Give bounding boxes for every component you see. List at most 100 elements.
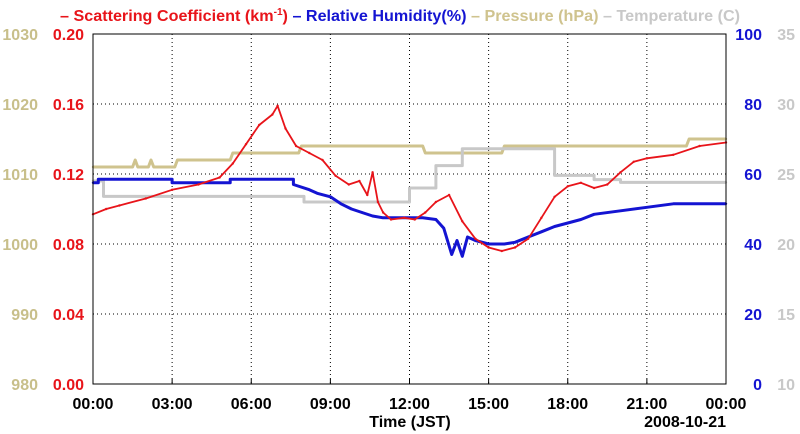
relative-humidity-point — [503, 242, 506, 246]
legend-item: Relative Humidity(%) — [306, 8, 467, 25]
pressure-axis: 980 990 1000 1010 1020 1030 — [2, 27, 38, 394]
relative-humidity-point — [466, 235, 469, 239]
scattering-axis: 0.00 0.04 0.08 0.12 0.16 0.20 — [53, 27, 84, 394]
pressure-point — [173, 165, 176, 169]
scattering-coefficient-point — [358, 179, 361, 183]
relative-humidity-point — [442, 227, 445, 230]
scattering-coefficient-point — [197, 183, 200, 186]
temperature-tick-label: 30 — [777, 97, 795, 114]
relative-humidity-point — [461, 255, 464, 258]
temperature-tick-label: 10 — [777, 377, 795, 394]
legend-item-end: ) — [283, 8, 288, 25]
legend: – Scattering Coefficient (km -1) – Relati… — [60, 7, 740, 25]
scattering-coefficient-point — [284, 127, 287, 130]
scattering-coefficient-point — [527, 237, 530, 240]
relative-humidity-point — [540, 230, 543, 233]
scattering-coefficient-point — [619, 171, 622, 174]
humidity-tick-label: 80 — [744, 97, 762, 114]
relative-humidity-point — [292, 183, 295, 186]
humidity-tick-label: 100 — [735, 27, 762, 44]
relative-humidity-point — [672, 202, 675, 205]
pressure-point — [424, 151, 427, 155]
pressure-point — [685, 144, 688, 148]
relative-humidity-point — [579, 218, 583, 221]
legend-item: Scattering Coefficient (km — [73, 8, 273, 25]
scattering-coefficient-point — [144, 197, 147, 200]
temperature-point — [553, 147, 556, 150]
relative-humidity-point — [553, 225, 556, 228]
scattering-coefficient-point — [672, 153, 675, 156]
scattering-coefficient-point — [632, 160, 635, 163]
scattering-coefficient-point — [403, 216, 406, 219]
temperature-point — [619, 178, 622, 181]
x-axis-label: Time (JST) — [369, 414, 451, 431]
temperature-tick-label: 25 — [777, 167, 795, 184]
scattering-coefficient-point — [231, 162, 234, 165]
temperature-point — [527, 147, 530, 150]
scattering-coefficient-point — [334, 174, 337, 177]
scattering-tick-label: 0.20 — [53, 27, 84, 44]
x-axis: 00:00 03:00 06:00 09:00 12:00 15:00 18:00 21:00… — [73, 379, 747, 413]
temperature-tick-label: 20 — [777, 237, 795, 254]
scattering-coefficient-point — [424, 211, 427, 214]
relative-humidity-point — [434, 218, 438, 221]
scattering-coefficient-point — [513, 246, 517, 249]
relative-humidity-point — [381, 216, 385, 219]
scattering-coefficient-point — [276, 104, 279, 108]
temperature-point — [553, 174, 556, 177]
scattering-coefficient-point — [371, 171, 374, 174]
temperature-tick-label: 35 — [777, 27, 795, 44]
pressure-point — [152, 165, 155, 169]
relative-humidity-point — [619, 209, 622, 212]
x-tick-label: 12:00 — [389, 396, 430, 413]
legend-text: – Scattering Coefficient (km -1) – Relati… — [60, 7, 740, 25]
legend-item: Temperature (C) — [616, 8, 740, 25]
relative-humidity-line — [93, 177, 726, 258]
relative-humidity-point — [292, 178, 295, 181]
scattering-coefficient-point — [105, 207, 108, 211]
relative-humidity-point — [592, 213, 596, 216]
scattering-coefficient-point — [447, 193, 451, 197]
x-tick-label: 21:00 — [626, 396, 667, 413]
relative-humidity-point — [566, 221, 569, 225]
scattering-coefficient-point — [500, 249, 503, 253]
temperature-point — [102, 195, 105, 198]
scattering-coefficient-point — [218, 176, 221, 179]
scattering-coefficient-point — [487, 246, 490, 249]
relative-humidity-point — [308, 188, 311, 191]
scattering-coefficient-point — [389, 218, 393, 221]
relative-humidity-point — [513, 241, 517, 244]
date-label: 2008-10-21 — [644, 414, 726, 431]
relative-humidity-point — [329, 195, 332, 198]
relative-humidity-point — [450, 253, 453, 256]
x-tick-label: 18:00 — [547, 396, 588, 413]
scattering-coefficient-point — [645, 157, 649, 160]
x-tick-label: 00:00 — [73, 396, 114, 413]
legend-superscript: -1 — [274, 7, 283, 18]
pressure-point — [231, 151, 234, 155]
scattering-tick-label: 0.08 — [53, 237, 84, 254]
temperature-point — [434, 164, 438, 167]
scattering-coefficient-point — [698, 144, 701, 148]
scattering-tick-label: 0.04 — [53, 307, 84, 324]
grid — [93, 34, 726, 384]
scattering-coefficient-point — [244, 143, 248, 146]
pressure-line — [93, 137, 726, 169]
temperature-point — [592, 174, 596, 177]
temperature-point — [302, 195, 306, 198]
temperature-point — [592, 178, 596, 181]
pressure-tick-label: 1010 — [2, 167, 38, 184]
temperature-point — [434, 186, 438, 190]
temperature-point — [461, 147, 464, 150]
pressure-tick-label: 1000 — [2, 237, 38, 254]
pressure-point — [687, 137, 691, 141]
relative-humidity-point — [229, 181, 232, 184]
scattering-coefficient-point — [461, 220, 464, 223]
legend-dash: – — [288, 8, 306, 25]
scattering-coefficient-point — [434, 200, 438, 204]
temperature-tick-label: 15 — [777, 307, 795, 324]
relative-humidity-point — [371, 214, 374, 218]
relative-humidity-point — [421, 216, 424, 219]
scattering-coefficient-point — [294, 144, 298, 148]
